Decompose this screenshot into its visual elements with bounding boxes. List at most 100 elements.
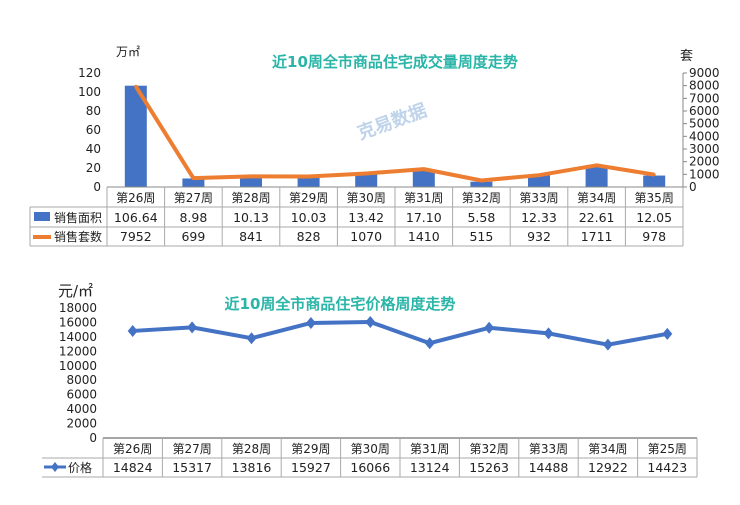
data-label-units: 841 bbox=[239, 229, 263, 244]
data-label-units: 1410 bbox=[408, 229, 440, 244]
data-label-units: 978 bbox=[642, 229, 666, 244]
bar-sales-area bbox=[240, 177, 262, 187]
data-label-price: 15317 bbox=[172, 460, 212, 475]
data-label-area: 106.64 bbox=[114, 210, 158, 225]
data-label-area: 8.98 bbox=[179, 210, 207, 225]
line-point-diamond bbox=[365, 315, 376, 328]
x-tick-label: 第28周 bbox=[231, 191, 270, 205]
data-label-area: 5.58 bbox=[467, 210, 495, 225]
bar-sales-area bbox=[355, 174, 378, 187]
y-axis-left-unit: 万㎡ bbox=[116, 45, 140, 59]
y-axis-right-unit: 套 bbox=[680, 48, 693, 64]
bar-sales-area bbox=[643, 175, 666, 187]
line-point bbox=[191, 176, 195, 180]
y-tick: 10000 bbox=[59, 359, 97, 373]
x-tick-label: 第32周 bbox=[469, 442, 508, 456]
x-tick-label: 第31周 bbox=[410, 442, 449, 456]
data-label-units: 7952 bbox=[120, 229, 152, 244]
x-tick-label: 第28周 bbox=[232, 442, 271, 456]
x-tick-label: 第26周 bbox=[113, 442, 152, 456]
y-tick: 0 bbox=[89, 431, 97, 445]
line-point-diamond bbox=[602, 338, 613, 351]
x-tick-label: 第33周 bbox=[519, 191, 558, 205]
y-tick: 16000 bbox=[59, 315, 97, 329]
x-tick-label: 第32周 bbox=[462, 191, 501, 205]
data-label-price: 14423 bbox=[647, 460, 687, 475]
x-tick-label: 第30周 bbox=[351, 442, 390, 456]
y-tick-right: 3000 bbox=[689, 142, 720, 156]
bar-sales-area bbox=[297, 177, 320, 187]
y-tick-right: 7000 bbox=[689, 91, 720, 105]
y-tick-left: 0 bbox=[93, 180, 101, 194]
data-label-price: 13816 bbox=[232, 460, 272, 475]
data-label-area: 22.61 bbox=[579, 210, 615, 225]
y-tick-right: 8000 bbox=[689, 79, 720, 93]
data-label-units: 1711 bbox=[581, 229, 613, 244]
chart-title: 近10周全市商品住宅成交量周度走势 bbox=[272, 53, 518, 71]
y-tick-left: 80 bbox=[86, 104, 101, 118]
y-tick-right: 9000 bbox=[689, 66, 720, 80]
x-tick-label: 第34周 bbox=[577, 191, 616, 205]
data-label-units: 515 bbox=[469, 229, 493, 244]
data-label-units: 699 bbox=[181, 229, 205, 244]
y-tick: 14000 bbox=[59, 330, 97, 344]
data-label-area: 10.03 bbox=[291, 210, 327, 225]
data-label-price: 13124 bbox=[410, 460, 450, 475]
line-point bbox=[307, 175, 311, 179]
x-tick-label: 第35周 bbox=[635, 191, 674, 205]
legend-swatch-marker bbox=[51, 462, 59, 472]
bar-sales-area bbox=[470, 181, 493, 187]
y-tick: 8000 bbox=[66, 373, 97, 387]
data-label-price: 16066 bbox=[350, 460, 390, 475]
data-label-units: 1070 bbox=[350, 229, 382, 244]
x-tick-label: 第31周 bbox=[404, 191, 443, 205]
y-tick: 12000 bbox=[59, 344, 97, 358]
bar-sales-area bbox=[585, 165, 608, 187]
y-tick: 6000 bbox=[66, 388, 97, 402]
x-tick-label: 第27周 bbox=[172, 442, 211, 456]
y-tick-left: 40 bbox=[86, 142, 101, 156]
y-tick: 2000 bbox=[66, 417, 97, 431]
data-label-units: 828 bbox=[297, 229, 321, 244]
chart-title: 近10周全市商品住宅价格周度走势 bbox=[225, 295, 456, 313]
line-point-diamond bbox=[187, 321, 198, 334]
line-point bbox=[249, 174, 253, 178]
data-label-price: 15927 bbox=[291, 460, 331, 475]
y-tick-left: 20 bbox=[86, 161, 101, 175]
y-tick-right: 4000 bbox=[689, 129, 720, 143]
y-tick-right: 1000 bbox=[689, 167, 720, 181]
data-label-area: 13.42 bbox=[348, 210, 384, 225]
y-tick-right: 6000 bbox=[689, 104, 720, 118]
y-tick-right: 0 bbox=[689, 180, 697, 194]
line-point bbox=[364, 171, 368, 175]
y-tick-right: 2000 bbox=[689, 155, 720, 169]
legend-label: 销售套数 bbox=[54, 229, 102, 244]
y-tick: 4000 bbox=[66, 402, 97, 416]
y-tick-left: 100 bbox=[78, 85, 101, 99]
line-point-diamond bbox=[127, 324, 138, 337]
x-tick-label: 第34周 bbox=[588, 442, 627, 456]
x-tick-label: 第25周 bbox=[648, 442, 687, 456]
bar-sales-area bbox=[182, 178, 205, 187]
data-label-price: 15263 bbox=[469, 460, 509, 475]
y-tick-right: 5000 bbox=[689, 117, 720, 131]
data-label-area: 17.10 bbox=[406, 210, 442, 225]
x-tick-label: 第27周 bbox=[174, 191, 213, 205]
x-tick-label: 第33周 bbox=[529, 442, 568, 456]
line-point bbox=[479, 178, 483, 182]
line-point bbox=[595, 163, 599, 167]
data-label-units: 932 bbox=[527, 229, 551, 244]
data-label-area: 12.05 bbox=[636, 210, 672, 225]
data-label-price: 12922 bbox=[588, 460, 628, 475]
x-tick-label: 第26周 bbox=[116, 191, 155, 205]
y-axis-unit: 元/㎡ bbox=[58, 282, 93, 300]
bar-sales-area bbox=[412, 170, 435, 187]
line-point bbox=[652, 173, 656, 177]
legend-swatch-bar bbox=[34, 212, 50, 221]
x-tick-label: 第30周 bbox=[347, 191, 386, 205]
bar-sales-area bbox=[528, 175, 550, 187]
line-point bbox=[134, 84, 138, 88]
bar-sales-area bbox=[124, 85, 147, 187]
